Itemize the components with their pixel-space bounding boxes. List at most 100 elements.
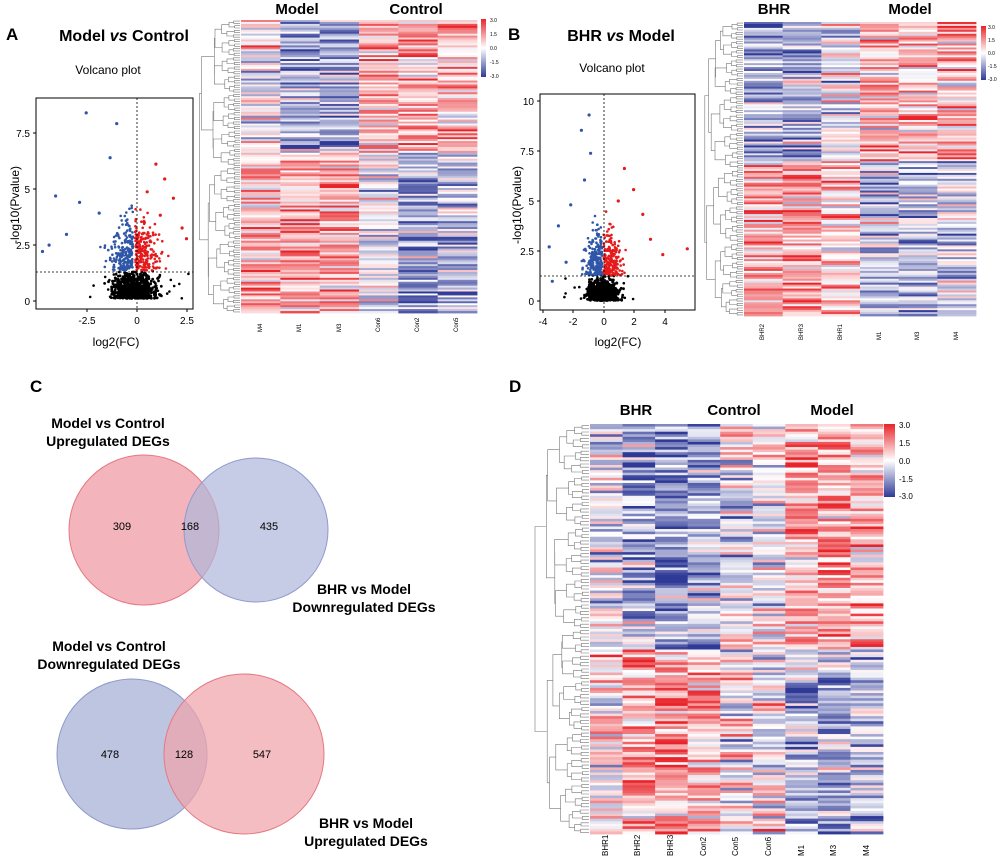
volcano-point-down: [596, 252, 600, 256]
volcano-point-up: [160, 252, 163, 255]
heatmap-cell: [782, 259, 822, 262]
dendrogram-branch: [234, 25, 240, 29]
dendrogram-branch: [737, 307, 743, 311]
heatmap-cell: [744, 129, 784, 133]
heatmap-cell: [860, 118, 900, 121]
heatmap-cell: [280, 115, 321, 119]
heatmap-cell: [937, 78, 977, 82]
heatmap-cell: [437, 33, 478, 37]
heatmap-cell: [437, 246, 478, 249]
heatmap-cell: [241, 78, 281, 81]
heatmap-cell: [782, 253, 822, 256]
heatmap-cell: [398, 127, 439, 130]
heatmap-cell: [241, 139, 281, 142]
heatmap-cell: [398, 113, 439, 117]
heatmap-cell: [319, 150, 360, 154]
volcano-point-up: [158, 266, 161, 270]
heatmap-cell: [241, 201, 281, 205]
heatmap-cell: [437, 152, 478, 156]
volcano-point-up: [615, 259, 618, 263]
heatmap-cell: [398, 311, 439, 314]
heatmap-cell: [437, 248, 478, 251]
heatmap-cell: [821, 255, 861, 258]
volcano-point-down: [126, 255, 130, 259]
volcano-point-ns: [88, 295, 92, 299]
volcano-point-down: [590, 241, 593, 244]
heatmap-cell: [937, 312, 977, 315]
heatmap-cell: [398, 148, 439, 152]
heatmap-cell: [280, 148, 321, 152]
heatmap-cell: [898, 33, 938, 37]
volcano-point-ns: [153, 295, 157, 298]
heatmap-cell: [898, 35, 938, 39]
dendrogram-branch: [730, 88, 737, 94]
heatmap-cell: [860, 300, 900, 303]
heatmap-cell: [937, 196, 977, 199]
heatmap-cell: [437, 270, 478, 273]
dendrogram-branch: [228, 260, 234, 266]
heatmap-cell: [319, 258, 360, 261]
heatmap-cell: [280, 98, 321, 101]
heatmap-cell: [319, 137, 360, 140]
heatmap-cell: [744, 251, 784, 254]
heatmap-cell: [860, 53, 900, 56]
heatmap-cell: [280, 174, 321, 177]
heatmap-cell: [398, 303, 439, 306]
heatmap-cell: [898, 286, 938, 289]
volcano-point-up: [619, 264, 622, 267]
dendrogram-branch: [574, 619, 582, 627]
heatmap-cell: [937, 263, 977, 266]
dendrogram-branch: [227, 159, 235, 165]
heatmap-cell: [319, 105, 360, 109]
heatmap-cell: [937, 22, 977, 25]
heatmap-cell: [898, 302, 938, 305]
volcano-point-up: [616, 199, 620, 203]
heatmap-cell: [782, 212, 822, 215]
heatmap-cell: [398, 139, 439, 142]
heatmap-cell: [319, 232, 360, 236]
heatmap-cell: [241, 297, 281, 300]
heatmap-cell: [782, 102, 822, 105]
heatmap-cell: [937, 155, 977, 158]
heatmap-cell: [821, 139, 861, 142]
volcano-point-down: [114, 234, 118, 237]
heatmap-cell: [241, 311, 281, 314]
heatmap-cell: [782, 112, 822, 115]
heatmap-cell: [319, 61, 360, 64]
heatmap-cell: [744, 288, 784, 291]
heatmap-cell: [437, 262, 478, 265]
heatmap-cell: [821, 310, 861, 313]
heatmap-cell: [782, 35, 822, 39]
heatmap-cell: [782, 90, 822, 93]
heatmap-cell: [398, 197, 439, 201]
volcano-point-ns: [116, 279, 119, 283]
heatmap-cell: [319, 148, 360, 152]
heatmap-cell: [898, 229, 938, 233]
b-colorbar-gradient: [981, 26, 986, 80]
heatmap-cell: [860, 131, 900, 135]
volcano-point-up: [613, 241, 616, 244]
panel-d-group-control: Control: [707, 402, 760, 419]
heatmap-cell: [821, 174, 861, 178]
heatmap-cell: [782, 167, 822, 170]
dendrogram-branch: [575, 683, 582, 691]
heatmap-cell: [860, 161, 900, 164]
heatmap-cell: [398, 266, 439, 269]
heatmap-cell: [398, 152, 439, 156]
heatmap-cell: [821, 116, 861, 119]
dendrogram-branch: [736, 270, 743, 274]
heatmap-cell: [359, 230, 399, 234]
dendrogram-branch: [580, 822, 589, 827]
volcano-point-down: [600, 246, 604, 250]
heatmap-cell: [782, 247, 822, 250]
volcano-point-ns: [133, 294, 137, 298]
volcano-point-ns: [610, 278, 614, 282]
heatmap-cell: [744, 31, 784, 35]
heatmap-cell: [937, 270, 977, 274]
volcano-point-down: [124, 234, 127, 237]
heatmap-cell: [821, 118, 861, 121]
volcano-point-down: [108, 156, 112, 160]
volcano-point-up: [602, 272, 606, 275]
heatmap-cell: [898, 41, 938, 44]
volcano-point-ns: [145, 292, 148, 296]
